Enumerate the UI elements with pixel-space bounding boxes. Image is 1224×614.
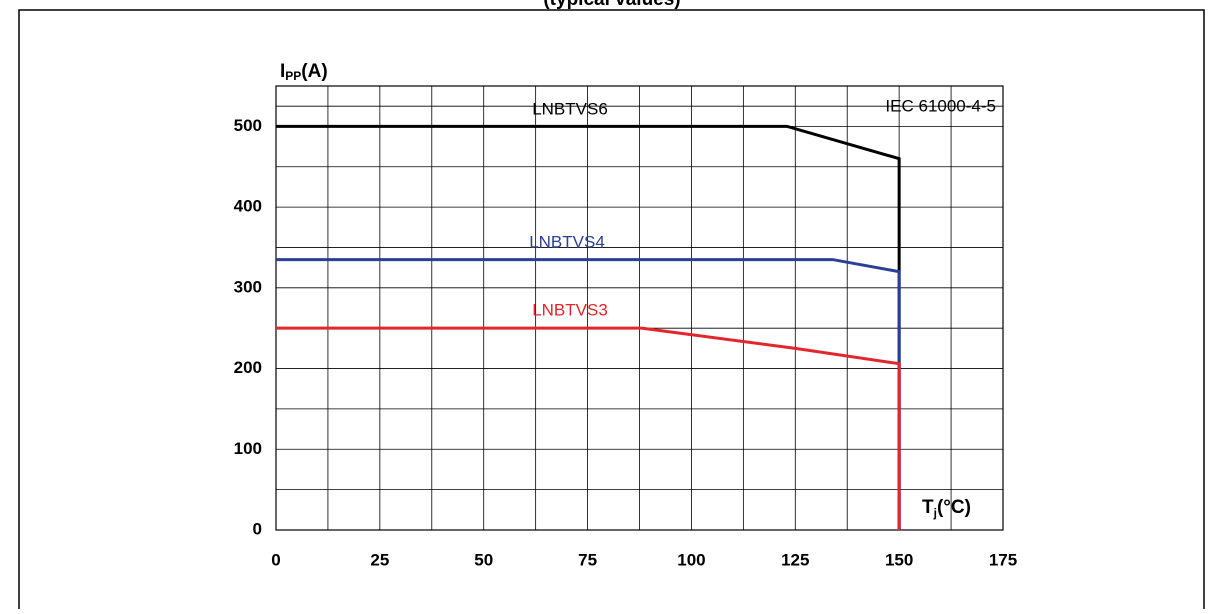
- series-label: LNBTVS4: [529, 232, 605, 251]
- series-label: LNBTVS6: [532, 99, 608, 118]
- x-tick-label: 150: [885, 550, 913, 569]
- chart-title: (typical values): [543, 0, 680, 10]
- plot-border: [275, 85, 1004, 531]
- x-tick-label: 175: [989, 550, 1017, 569]
- x-axis-label: Tj(°C): [922, 497, 971, 520]
- x-tick-label: 25: [370, 550, 389, 569]
- series-line: [276, 326, 901, 530]
- y-tick-label: 100: [234, 439, 262, 458]
- x-tick-label: 0: [271, 550, 280, 569]
- y-tick-label: 300: [234, 277, 262, 296]
- x-tick-label: 50: [474, 550, 493, 569]
- x-tick-label: 100: [677, 550, 705, 569]
- series-label: LNBTVS3: [532, 300, 608, 319]
- y-tick-label: 500: [234, 116, 262, 135]
- y-tick-label: 200: [234, 358, 262, 377]
- y-tick-label: 0: [253, 519, 262, 538]
- x-tick-label: 75: [578, 550, 597, 569]
- x-tick-label: 125: [781, 550, 809, 569]
- y-tick-label: 400: [234, 197, 262, 216]
- frame: [18, 9, 1205, 614]
- y-axis-label: IPP(A): [280, 61, 328, 83]
